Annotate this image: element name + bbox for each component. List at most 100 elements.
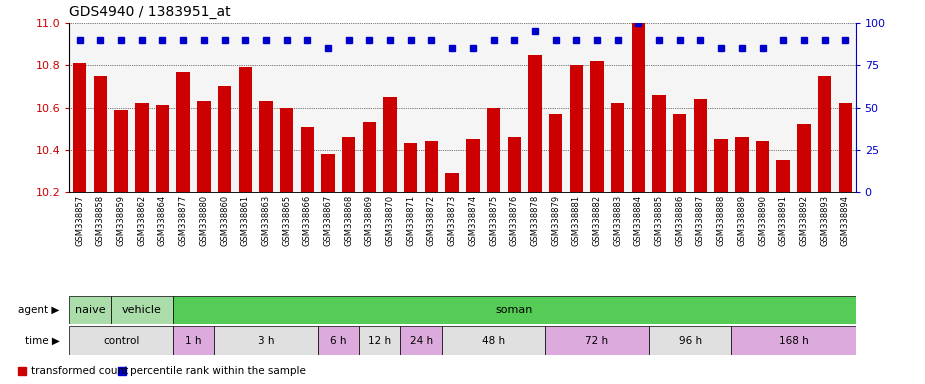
- Bar: [69, 326, 173, 355]
- Text: GSM338858: GSM338858: [96, 195, 105, 246]
- Bar: [197, 101, 211, 192]
- Bar: [173, 296, 856, 324]
- Bar: [590, 61, 604, 192]
- Text: GSM338859: GSM338859: [117, 195, 126, 246]
- Text: 3 h: 3 h: [258, 336, 274, 346]
- Bar: [135, 103, 149, 192]
- Bar: [466, 139, 479, 192]
- Text: vehicle: vehicle: [122, 305, 162, 315]
- Bar: [528, 55, 542, 192]
- Bar: [570, 65, 583, 192]
- Text: GSM338861: GSM338861: [240, 195, 250, 246]
- Bar: [487, 108, 500, 192]
- Text: GSM338886: GSM338886: [675, 195, 684, 246]
- Bar: [508, 137, 521, 192]
- Text: GSM338890: GSM338890: [758, 195, 767, 246]
- Bar: [363, 122, 376, 192]
- Bar: [155, 106, 169, 192]
- Text: 24 h: 24 h: [410, 336, 433, 346]
- Bar: [115, 109, 128, 192]
- Text: GSM338862: GSM338862: [137, 195, 146, 246]
- Bar: [404, 143, 417, 192]
- Text: 1 h: 1 h: [185, 336, 202, 346]
- Bar: [818, 76, 832, 192]
- Bar: [776, 161, 790, 192]
- Bar: [756, 141, 770, 192]
- Bar: [797, 124, 810, 192]
- Bar: [173, 326, 215, 355]
- Text: 12 h: 12 h: [368, 336, 391, 346]
- Bar: [359, 326, 401, 355]
- Text: 96 h: 96 h: [679, 336, 702, 346]
- Text: GSM338870: GSM338870: [386, 195, 395, 246]
- Text: 6 h: 6 h: [330, 336, 347, 346]
- Bar: [401, 326, 442, 355]
- Text: GSM338883: GSM338883: [613, 195, 623, 246]
- Bar: [442, 326, 545, 355]
- Bar: [610, 103, 624, 192]
- Text: time ▶: time ▶: [25, 336, 59, 346]
- Bar: [673, 114, 686, 192]
- Text: percentile rank within the sample: percentile rank within the sample: [130, 366, 306, 376]
- Text: GSM338863: GSM338863: [262, 195, 270, 246]
- Bar: [321, 154, 335, 192]
- Bar: [632, 23, 645, 192]
- Bar: [317, 326, 359, 355]
- Text: GSM338871: GSM338871: [406, 195, 415, 246]
- Text: GSM338864: GSM338864: [158, 195, 167, 246]
- Bar: [280, 108, 293, 192]
- Text: GSM338869: GSM338869: [364, 195, 374, 246]
- Bar: [652, 95, 666, 192]
- Text: GSM338873: GSM338873: [448, 195, 457, 246]
- Text: GSM338882: GSM338882: [593, 195, 601, 246]
- Text: GSM338868: GSM338868: [344, 195, 353, 246]
- Text: 72 h: 72 h: [586, 336, 609, 346]
- Bar: [69, 296, 111, 324]
- Bar: [425, 141, 438, 192]
- Bar: [714, 139, 728, 192]
- Text: GSM338876: GSM338876: [510, 195, 519, 246]
- Text: GSM338866: GSM338866: [302, 195, 312, 246]
- Text: agent ▶: agent ▶: [18, 305, 59, 315]
- Text: GSM338874: GSM338874: [468, 195, 477, 246]
- Bar: [383, 97, 397, 192]
- Bar: [549, 114, 562, 192]
- Text: GSM338880: GSM338880: [200, 195, 208, 246]
- Bar: [177, 72, 190, 192]
- Bar: [111, 296, 173, 324]
- Text: GSM338867: GSM338867: [324, 195, 332, 246]
- Text: GSM338857: GSM338857: [75, 195, 84, 246]
- Text: GSM338893: GSM338893: [820, 195, 829, 246]
- Bar: [239, 68, 252, 192]
- Bar: [732, 326, 856, 355]
- Bar: [73, 63, 86, 192]
- Bar: [217, 86, 231, 192]
- Text: 168 h: 168 h: [779, 336, 808, 346]
- Bar: [648, 326, 732, 355]
- Text: GSM338878: GSM338878: [530, 195, 539, 246]
- Text: control: control: [103, 336, 140, 346]
- Bar: [93, 76, 107, 192]
- Text: GSM338884: GSM338884: [634, 195, 643, 246]
- Text: GSM338889: GSM338889: [737, 195, 746, 246]
- Text: soman: soman: [496, 305, 533, 315]
- Text: GSM338865: GSM338865: [282, 195, 291, 246]
- Bar: [545, 326, 648, 355]
- Bar: [735, 137, 748, 192]
- Text: transformed count: transformed count: [31, 366, 128, 376]
- Text: GSM338877: GSM338877: [179, 195, 188, 246]
- Bar: [694, 99, 708, 192]
- Text: GDS4940 / 1383951_at: GDS4940 / 1383951_at: [69, 5, 231, 19]
- Bar: [839, 103, 852, 192]
- Bar: [446, 173, 459, 192]
- Text: GSM338887: GSM338887: [696, 195, 705, 246]
- Bar: [215, 326, 317, 355]
- Text: GSM338885: GSM338885: [655, 195, 663, 246]
- Text: GSM338892: GSM338892: [799, 195, 808, 246]
- Text: GSM338881: GSM338881: [572, 195, 581, 246]
- Text: GSM338888: GSM338888: [717, 195, 725, 246]
- Bar: [342, 137, 355, 192]
- Text: naive: naive: [75, 305, 105, 315]
- Text: GSM338879: GSM338879: [551, 195, 561, 246]
- Text: GSM338894: GSM338894: [841, 195, 850, 246]
